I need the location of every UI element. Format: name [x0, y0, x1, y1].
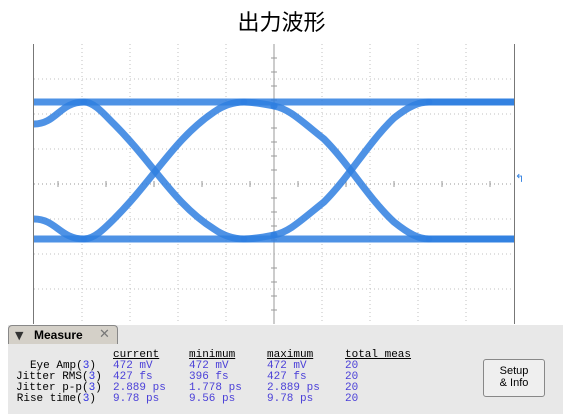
eye-diagram: [34, 44, 514, 324]
measure-value-current: 9.78 ps: [113, 393, 160, 405]
measure-name: Rise time: [16, 393, 77, 405]
column-header-total: total meas: [345, 349, 412, 361]
close-icon[interactable]: ✕: [99, 327, 110, 342]
measure-row-label: Rise time(3): [16, 393, 96, 405]
measure-row-label: Eye Amp(3): [29, 360, 96, 372]
measure-value-maximum: 472 mV: [267, 360, 307, 372]
measure-value-total: 20: [345, 393, 359, 405]
setup-info-button[interactable]: Setup & Info: [483, 359, 545, 397]
triangle-down-icon[interactable]: ▼: [15, 329, 24, 342]
trigger-level-marker[interactable]: ↰: [515, 172, 525, 185]
measure-value-minimum: 9.56 ps: [189, 393, 236, 405]
measure-value-maximum: 9.78 ps: [267, 393, 314, 405]
measure-tab-label: Measure: [34, 328, 83, 342]
measure-row-label: Jitter p-p(3): [16, 382, 102, 394]
measure-value-current: 427 fs: [113, 371, 153, 383]
measure-value-minimum: 472 mV: [189, 360, 229, 372]
column-header-current: current: [113, 349, 160, 361]
center-axes: [34, 44, 514, 324]
measure-name: Eye Amp: [29, 360, 77, 372]
source-number: 3: [88, 371, 96, 383]
measure-value-total: 20: [345, 382, 359, 394]
page-title: 出力波形: [237, 11, 326, 36]
column-header-maximum: maximum: [267, 349, 314, 361]
measure-value-current: 2.889 ps: [113, 382, 166, 394]
eye-trace: [34, 98, 514, 243]
measure-value-total: 20: [345, 371, 359, 383]
setup-button-line2: & Info: [499, 377, 529, 389]
measure-tab[interactable]: ▼ Measure ✕: [8, 325, 118, 344]
measure-value-total: 20: [345, 360, 359, 372]
measure-name: Jitter RMS: [16, 371, 83, 383]
column-header-minimum: minimum: [189, 349, 236, 361]
measure-name: Jitter p-p: [16, 382, 83, 394]
oscilloscope-display[interactable]: [33, 44, 515, 324]
measure-value-minimum: 1.778 ps: [189, 382, 242, 394]
measure-value-maximum: 2.889 ps: [267, 382, 320, 394]
measure-value-minimum: 396 fs: [189, 371, 229, 383]
measure-value-current: 472 mV: [113, 360, 153, 372]
measure-value-maximum: 427 fs: [267, 371, 307, 383]
measure-row-label: Jitter RMS(3): [16, 371, 102, 383]
source-number: 3: [82, 393, 90, 405]
source-number: 3: [88, 382, 96, 394]
setup-button-line1: Setup: [499, 365, 529, 377]
source-number: 3: [82, 360, 90, 372]
